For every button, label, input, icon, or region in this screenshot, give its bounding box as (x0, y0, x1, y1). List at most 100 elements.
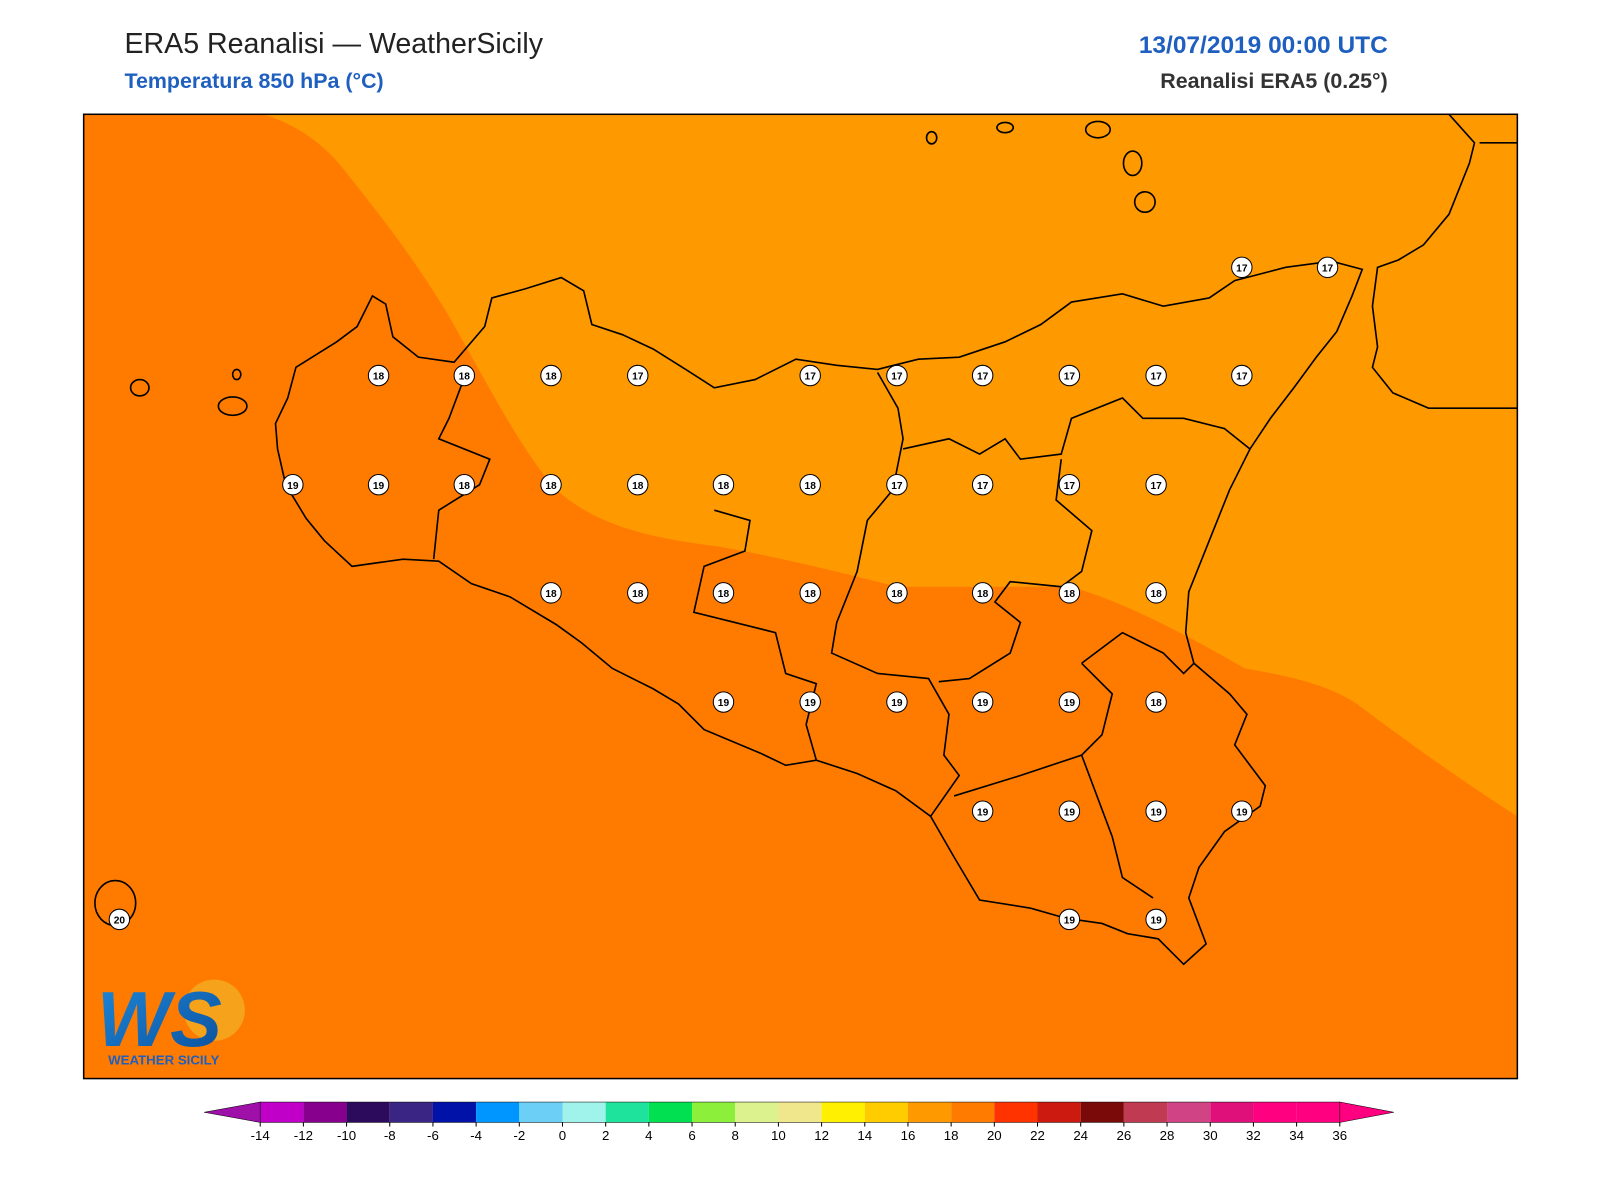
colorbar-tick-label: 36 (1332, 1128, 1347, 1143)
station-value: 17 (977, 481, 989, 492)
station-value: 19 (1150, 807, 1162, 818)
colorbar-box (735, 1102, 779, 1123)
station-value: 19 (373, 481, 385, 492)
colorbar-tick-label: -4 (470, 1128, 482, 1143)
station-value: 18 (1064, 589, 1076, 600)
station-value: 18 (632, 589, 644, 600)
station-value: 18 (977, 589, 989, 600)
station-marker (971, 800, 994, 822)
datetime: 13/07/2019 00:00 UTC (1139, 32, 1388, 59)
stations: 17 17 18 18 18 17 17 17 17 17 17 17 19 19 18 18 18 18 18 17… (108, 256, 1339, 931)
station-value: 19 (1150, 915, 1162, 926)
station-value: 18 (373, 372, 385, 383)
station-marker (540, 364, 562, 387)
station-value: 18 (459, 372, 471, 383)
colorbar-tick-label: 18 (944, 1128, 959, 1143)
colorbar-box (994, 1102, 1038, 1123)
station-value: 17 (891, 372, 903, 383)
station-value: 17 (1150, 481, 1162, 492)
station-marker (712, 691, 735, 713)
colorbar-box (519, 1102, 563, 1123)
station-value: 17 (805, 372, 817, 383)
colorbar-box (346, 1102, 390, 1123)
station-marker (1145, 800, 1167, 822)
logo-mark: WS (97, 977, 222, 1063)
field-cool (263, 114, 1518, 817)
colorbar-tick-label: 34 (1289, 1128, 1304, 1143)
subtitle: Temperatura 850 hPa (°C) (124, 69, 383, 93)
station-marker (1058, 691, 1081, 713)
station-value: 17 (1322, 263, 1334, 274)
station-marker (1058, 473, 1081, 496)
station-value: 19 (1064, 698, 1076, 709)
colorbar-box (389, 1102, 433, 1123)
colorbar-box (476, 1102, 520, 1123)
colorbar-box (648, 1102, 693, 1123)
sicily-coast (274, 260, 1364, 966)
station-value: 19 (977, 807, 989, 818)
station-marker (1058, 800, 1081, 822)
station-value: 18 (718, 481, 730, 492)
station-marker (627, 582, 649, 604)
colorbar-tick-label: -2 (513, 1128, 525, 1143)
station-marker (367, 364, 390, 387)
station-value: 20 (114, 915, 126, 926)
colorbar-tick-label: 32 (1246, 1128, 1261, 1143)
colorbar-tick-label: 12 (814, 1128, 829, 1143)
station-marker (799, 364, 821, 387)
calabria-coast (1371, 113, 1518, 409)
station-value: 17 (1064, 481, 1076, 492)
station-value: 19 (977, 698, 989, 709)
colorbar-tick-label: -10 (337, 1128, 356, 1143)
station-marker (971, 473, 994, 496)
colorbar-box (605, 1102, 649, 1123)
map-area: 17 17 18 18 18 17 17 17 17 17 17 17 19 19 18 18 18 18 18 17… (82, 113, 1519, 1080)
station-marker (1058, 908, 1081, 931)
station-marker (1058, 364, 1081, 387)
colorbar-under (204, 1101, 261, 1123)
logo: WS WEATHER SICILY (97, 977, 245, 1067)
station-marker (886, 364, 908, 387)
title: ERA5 Reanalisi — WeatherSicily (124, 28, 543, 60)
colorbar-box (821, 1102, 865, 1123)
station-marker (712, 582, 735, 604)
colorbar-tick-label: 26 (1117, 1128, 1132, 1143)
colorbar-tick-label: -14 (251, 1128, 270, 1143)
colorbar-box (260, 1102, 304, 1123)
colorbar-box (1123, 1102, 1168, 1123)
station-value: 19 (718, 698, 730, 709)
station-marker (1058, 582, 1081, 604)
station-value: 19 (1064, 807, 1076, 818)
colorbar-tick-label: -8 (384, 1128, 396, 1143)
station-value: 18 (805, 481, 817, 492)
station-value: 18 (545, 372, 557, 383)
station-value: 17 (1064, 372, 1076, 383)
station-value: 18 (632, 481, 644, 492)
station-marker (1145, 582, 1167, 604)
colorbar-tick-label: 8 (732, 1128, 739, 1143)
station-marker (886, 582, 908, 604)
station-marker (540, 582, 562, 604)
colorbar-tick-label: -12 (294, 1128, 313, 1143)
colorbar-box (1167, 1102, 1211, 1123)
station-marker (1231, 256, 1253, 279)
station-marker (1316, 256, 1339, 279)
station-marker (108, 908, 131, 931)
colorbar-box (432, 1102, 477, 1123)
station-value: 17 (891, 481, 903, 492)
station-value: 19 (805, 698, 817, 709)
colorbar-tick-label: 28 (1160, 1128, 1175, 1143)
station-marker (886, 473, 908, 496)
station-value: 18 (1150, 589, 1162, 600)
station-value: 18 (805, 589, 817, 600)
station-marker (712, 473, 735, 496)
colorbar-tick-label: 2 (602, 1128, 609, 1143)
colorbar-box (692, 1102, 736, 1123)
colorbar-box (907, 1102, 952, 1123)
colorbar-tick-label: -6 (427, 1128, 439, 1143)
station-marker (1231, 364, 1253, 387)
map-frame (82, 113, 1519, 1080)
station-marker (799, 691, 821, 713)
